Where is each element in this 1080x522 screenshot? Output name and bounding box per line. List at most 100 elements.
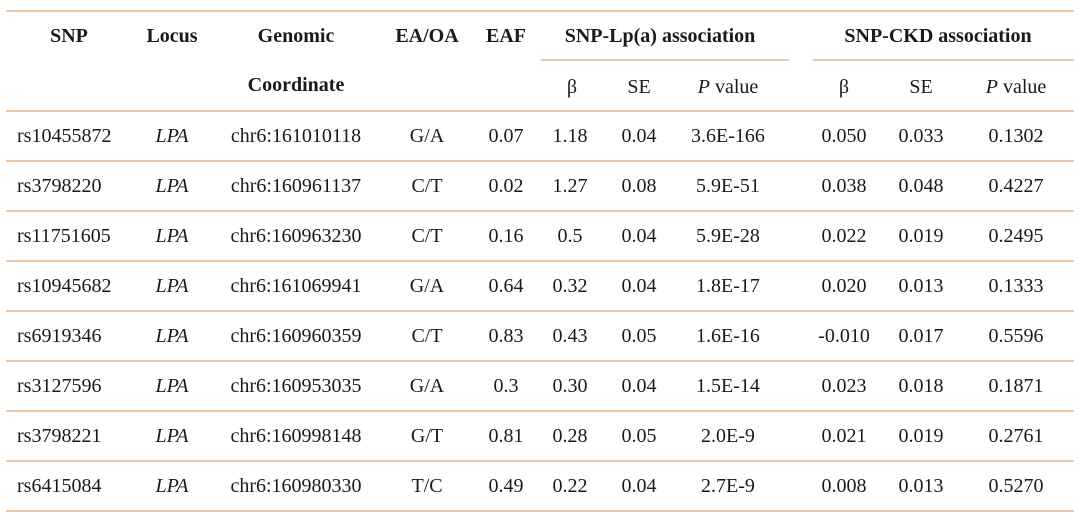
cell-snp: rs6415084 [17, 475, 102, 497]
ckd-group-rule [813, 59, 1074, 61]
cell-lpa-se: 0.04 [621, 275, 657, 297]
cell-lpa-se: 0.04 [621, 125, 657, 147]
row-rule [6, 160, 1074, 162]
cell-snp: rs6919346 [17, 325, 102, 347]
cell-coordinate: chr6:161069941 [230, 275, 362, 297]
association-table: SNP Locus Genomic Coordinate EA/OA EAF S… [6, 0, 1074, 522]
cell-snp: rs3798221 [17, 425, 102, 447]
header-ckd-association: SNP-CKD association [844, 25, 1032, 47]
row-rule [6, 360, 1074, 362]
header-locus: Locus [146, 25, 198, 47]
cell-coordinate: chr6:160998148 [230, 425, 362, 447]
cell-lpa-se: 0.05 [621, 325, 657, 347]
header-lpa-p-rest: value [709, 76, 759, 98]
cell-locus: LPA [155, 375, 189, 397]
cell-coordinate: chr6:160960359 [230, 325, 362, 347]
cell-lpa-p-value: 1.8E-17 [696, 275, 760, 297]
cell-lpa-p-value: 1.6E-16 [696, 325, 760, 347]
cell-ckd-beta: 0.038 [821, 175, 867, 197]
cell-lpa-se: 0.05 [621, 425, 657, 447]
cell-eaf: 0.02 [488, 175, 524, 197]
cell-lpa-p-value: 5.9E-51 [696, 175, 760, 197]
cell-ea-oa: T/C [411, 475, 443, 497]
cell-lpa-beta: 0.22 [552, 475, 588, 497]
cell-ckd-se: 0.019 [898, 225, 944, 247]
cell-locus: LPA [155, 225, 189, 247]
cell-lpa-beta: 0.5 [557, 225, 583, 247]
cell-lpa-se: 0.04 [621, 375, 657, 397]
cell-ckd-beta: 0.022 [821, 225, 867, 247]
cell-eaf: 0.07 [488, 125, 524, 147]
cell-lpa-se: 0.04 [621, 225, 657, 247]
cell-eaf: 0.49 [488, 475, 524, 497]
cell-lpa-p-value: 1.5E-14 [696, 375, 760, 397]
cell-eaf: 0.3 [493, 375, 519, 397]
cell-lpa-p-value: 3.6E-166 [691, 125, 765, 147]
cell-ckd-beta: 0.023 [821, 375, 867, 397]
cell-ckd-p-value: 0.1302 [988, 125, 1044, 147]
cell-ckd-p-value: 0.5270 [988, 475, 1044, 497]
cell-ckd-se: 0.017 [898, 325, 944, 347]
header-lpa-association: SNP-Lp(a) association [564, 25, 756, 47]
cell-ea-oa: G/A [409, 275, 445, 297]
cell-coordinate: chr6:161010118 [230, 125, 362, 147]
header-ckd-p-value: P value [986, 75, 1047, 99]
table-top-rule [6, 10, 1074, 12]
header-ckd-se: SE [909, 76, 933, 98]
cell-ckd-p-value: 0.4227 [988, 175, 1044, 197]
cell-ckd-se: 0.019 [898, 425, 944, 447]
header-ckd-p-italic: P [985, 76, 998, 98]
cell-locus: LPA [155, 325, 189, 347]
lpa-group-rule [541, 59, 789, 61]
cell-eaf: 0.83 [488, 325, 524, 347]
header-ea-oa: EA/OA [395, 25, 459, 47]
cell-eaf: 0.16 [488, 225, 524, 247]
row-rule [6, 260, 1074, 262]
cell-snp: rs3798220 [17, 175, 102, 197]
cell-ckd-se: 0.033 [898, 125, 944, 147]
cell-lpa-beta: 1.27 [552, 175, 588, 197]
cell-lpa-p-value: 5.9E-28 [696, 225, 760, 247]
cell-snp: rs10945682 [17, 275, 112, 297]
header-lpa-beta: β [566, 76, 578, 98]
header-genomic: Genomic [257, 25, 335, 47]
row-rule [6, 210, 1074, 212]
cell-ckd-p-value: 0.2761 [988, 425, 1044, 447]
cell-locus: LPA [155, 175, 189, 197]
cell-ea-oa: C/T [411, 325, 443, 347]
cell-lpa-se: 0.08 [621, 175, 657, 197]
header-snp: SNP [50, 25, 88, 47]
cell-lpa-beta: 0.30 [552, 375, 588, 397]
cell-lpa-se: 0.04 [621, 475, 657, 497]
cell-coordinate: chr6:160980330 [230, 475, 362, 497]
cell-locus: LPA [155, 275, 189, 297]
cell-ckd-se: 0.013 [898, 275, 944, 297]
cell-lpa-beta: 0.43 [552, 325, 588, 347]
cell-coordinate: chr6:160953035 [230, 375, 362, 397]
header-bottom-rule [6, 110, 1074, 112]
cell-locus: LPA [155, 425, 189, 447]
header-genomic-coordinate: Coordinate [247, 74, 345, 96]
cell-ckd-beta: 0.020 [821, 275, 867, 297]
header-ckd-beta: β [838, 76, 850, 98]
cell-ckd-p-value: 0.1333 [988, 275, 1044, 297]
header-lpa-se: SE [627, 76, 651, 98]
cell-ckd-p-value: 0.2495 [988, 225, 1044, 247]
cell-lpa-p-value: 2.0E-9 [701, 425, 755, 447]
cell-lpa-beta: 0.32 [552, 275, 588, 297]
cell-snp: rs3127596 [17, 375, 102, 397]
row-rule [6, 460, 1074, 462]
cell-snp: rs11751605 [17, 225, 111, 247]
cell-ea-oa: C/T [411, 225, 443, 247]
cell-ckd-beta: 0.021 [821, 425, 867, 447]
cell-ckd-se: 0.018 [898, 375, 944, 397]
cell-ea-oa: G/A [409, 375, 445, 397]
cell-ckd-beta: 0.008 [821, 475, 867, 497]
cell-lpa-beta: 1.18 [552, 125, 588, 147]
row-rule [6, 310, 1074, 312]
cell-locus: LPA [155, 125, 189, 147]
header-ckd-p-rest: value [997, 76, 1047, 98]
header-eaf: EAF [486, 25, 526, 47]
cell-locus: LPA [155, 475, 189, 497]
header-lpa-p-italic: P [697, 76, 710, 98]
